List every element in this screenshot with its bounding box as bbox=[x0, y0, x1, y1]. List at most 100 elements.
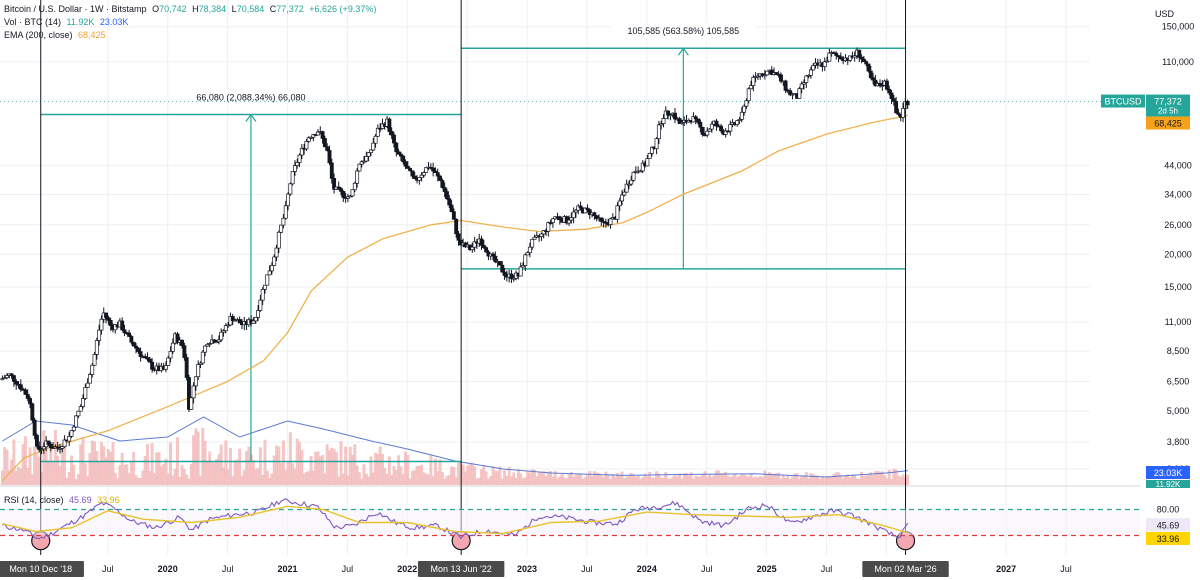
volume-bar bbox=[694, 475, 698, 485]
volume-bar bbox=[857, 478, 861, 485]
volume-bar bbox=[585, 474, 589, 485]
candle bbox=[251, 320, 256, 324]
volume-bar bbox=[415, 465, 419, 485]
candle bbox=[737, 119, 742, 121]
candle bbox=[433, 170, 438, 173]
candle bbox=[654, 138, 659, 150]
candle bbox=[661, 118, 666, 124]
candle bbox=[866, 63, 871, 72]
volume-bar bbox=[843, 475, 847, 485]
time-marker-tag[interactable] bbox=[0, 561, 84, 577]
volume-bar bbox=[604, 471, 608, 485]
candle bbox=[327, 150, 332, 164]
volume-bar bbox=[21, 444, 25, 485]
volume-bar bbox=[268, 477, 272, 485]
volume-bar bbox=[827, 477, 831, 485]
volume-bar bbox=[159, 466, 163, 485]
candle bbox=[41, 446, 46, 450]
candle bbox=[168, 350, 173, 359]
candle bbox=[868, 70, 873, 79]
candle bbox=[332, 178, 337, 190]
volume-bar bbox=[894, 469, 898, 485]
ema-legend[interactable]: EMA (200, close) 68,425 bbox=[4, 29, 109, 41]
rsi-value-tag[interactable] bbox=[1146, 518, 1190, 532]
volume-bar bbox=[542, 471, 546, 485]
volume-bar bbox=[814, 475, 818, 485]
price-range-tools[interactable]: 66,080 (2,088.34%) 66,080 105,585 (563.58… bbox=[40, 23, 906, 463]
rsi-ma-tag[interactable] bbox=[1146, 531, 1190, 545]
candle bbox=[668, 114, 673, 117]
volume-label: Vol · BTC (14) bbox=[4, 17, 62, 27]
candle bbox=[719, 125, 724, 132]
price-tick-label: 6,500 bbox=[1167, 376, 1190, 386]
price-range-tool[interactable]: 105,585 (563.58%) 105,585 bbox=[461, 23, 906, 270]
candle bbox=[640, 162, 645, 172]
candle bbox=[419, 174, 424, 178]
candle bbox=[223, 325, 228, 332]
candle bbox=[884, 80, 889, 90]
volume-bar bbox=[79, 444, 83, 485]
candle bbox=[348, 195, 353, 198]
candle bbox=[357, 163, 362, 172]
volume-bar bbox=[187, 478, 191, 485]
volume-bar bbox=[588, 471, 592, 485]
time-marker-tag[interactable] bbox=[862, 561, 949, 577]
candle bbox=[184, 357, 189, 378]
volume-bar bbox=[853, 475, 857, 485]
candle bbox=[585, 207, 590, 210]
volume-bar bbox=[83, 463, 87, 485]
symbol-tag[interactable] bbox=[1101, 94, 1145, 108]
candle bbox=[749, 85, 753, 90]
volume-bar bbox=[514, 477, 518, 485]
volume-bar bbox=[332, 448, 336, 485]
candle bbox=[484, 247, 489, 253]
candle bbox=[69, 430, 74, 437]
volume-bar bbox=[272, 455, 276, 485]
candle bbox=[454, 219, 459, 235]
candle bbox=[456, 233, 461, 241]
volume-bar bbox=[823, 478, 827, 485]
volume-bar bbox=[438, 459, 442, 485]
time-axis[interactable]: Jul 2020 Jul 2021 Jul 2022 Jul 2023 Jul 2024 Jul 20… bbox=[0, 557, 1200, 580]
vol-ma-tag[interactable] bbox=[1146, 466, 1190, 479]
volume-bar bbox=[811, 474, 815, 485]
volume-bar bbox=[198, 475, 202, 485]
volume-bar bbox=[592, 471, 596, 485]
last-price-tag[interactable] bbox=[1146, 94, 1190, 117]
volume-bar bbox=[862, 475, 866, 485]
ema-tag[interactable] bbox=[1146, 116, 1190, 130]
volume-bar bbox=[643, 473, 647, 485]
candle bbox=[0, 378, 5, 381]
volume-bar bbox=[595, 472, 599, 485]
volume-bar bbox=[685, 473, 689, 485]
volume-bar bbox=[111, 442, 115, 485]
volume-bar bbox=[139, 477, 143, 485]
volume-bar bbox=[456, 462, 460, 485]
volume-legend[interactable]: Vol · BTC (14) 11.92K 23.03K bbox=[4, 16, 131, 28]
volume-bar bbox=[321, 455, 325, 485]
candle bbox=[530, 238, 535, 248]
price-range-tool[interactable]: 66,080 (2,088.34%) 66,080 bbox=[40, 89, 462, 463]
candle bbox=[707, 128, 712, 132]
volume-bar bbox=[281, 440, 285, 485]
volume-bar bbox=[710, 476, 714, 485]
volume-bar bbox=[717, 470, 721, 485]
open-value: O70,742 bbox=[152, 4, 187, 14]
volume-bar bbox=[749, 473, 753, 485]
price-axis[interactable]: USD 150,000 110,000 44,000 34,000 26,000 20,00… bbox=[1101, 0, 1200, 580]
rsi-legend[interactable]: RSI (14, close) 45.69 33.96 bbox=[4, 494, 123, 506]
volume-bar bbox=[394, 470, 398, 485]
candle bbox=[891, 98, 896, 102]
volume-bar bbox=[742, 474, 746, 485]
volume-bar bbox=[152, 473, 156, 485]
volume-bar bbox=[23, 436, 27, 485]
symbol-title[interactable]: Bitcoin / U.S. Dollar · 1W · Bitstamp bbox=[4, 4, 147, 14]
volume-bar bbox=[258, 447, 262, 485]
time-marker-tag[interactable] bbox=[417, 561, 505, 577]
currency-label[interactable]: USD bbox=[1155, 9, 1175, 19]
candle bbox=[371, 142, 376, 151]
price-tick-label: 26,000 bbox=[1164, 220, 1192, 230]
vol-tag[interactable] bbox=[1146, 480, 1190, 488]
candle bbox=[656, 124, 661, 140]
